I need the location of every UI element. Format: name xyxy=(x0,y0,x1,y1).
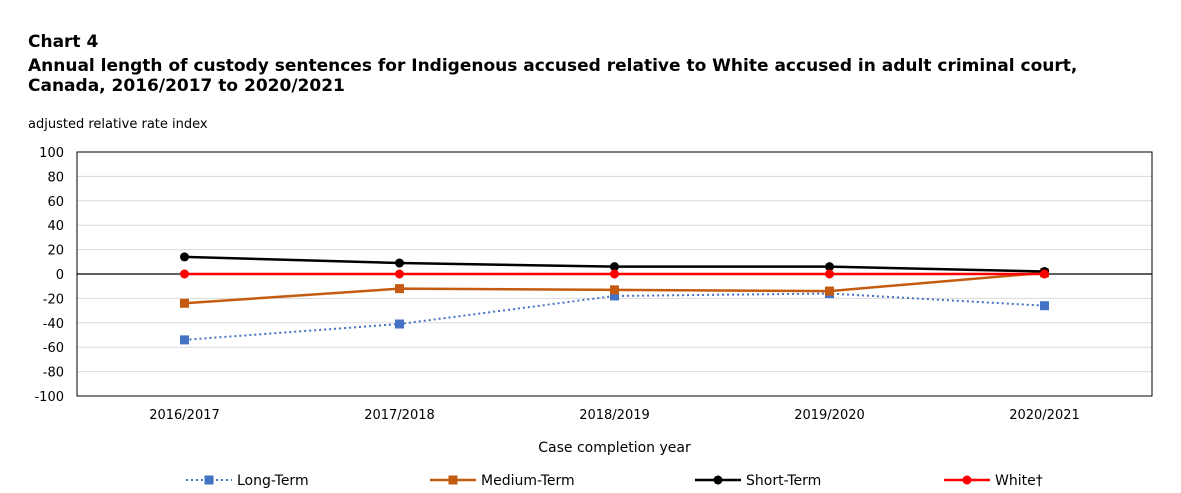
data-point-white xyxy=(180,269,189,279)
data-point-white xyxy=(610,269,619,279)
y-tick-label: 80 xyxy=(47,170,64,185)
y-tick-label: 100 xyxy=(39,146,64,161)
chart-title: Annual length of custody sentences for I… xyxy=(28,56,1078,96)
x-tick-label: 2018/2019 xyxy=(579,408,650,423)
data-point-white xyxy=(1040,269,1049,279)
data-point-medium-term xyxy=(825,286,834,296)
legend: Long-Term Medium-Term Short-Term White† xyxy=(186,473,1043,489)
legend-item-white: White† xyxy=(944,473,1043,489)
legend-item-short-term: Short-Term xyxy=(695,473,821,489)
legend-marker xyxy=(448,475,458,485)
data-point-long-term xyxy=(395,319,404,329)
data-point-short-term xyxy=(180,252,189,262)
legend-label: Medium-Term xyxy=(481,473,575,489)
data-point-short-term xyxy=(610,262,619,272)
series-markers xyxy=(180,252,1049,345)
legend-marker xyxy=(713,475,723,485)
x-tick-label: 2019/2020 xyxy=(794,408,865,423)
data-point-medium-term xyxy=(610,285,619,295)
y-tick-label: 60 xyxy=(47,195,64,210)
legend-item-medium-term: Medium-Term xyxy=(430,473,575,489)
data-point-long-term xyxy=(610,291,619,301)
y-tick-label: 20 xyxy=(47,244,64,259)
y-tick-label: -20 xyxy=(43,292,64,307)
y-tick-label: -40 xyxy=(43,317,64,332)
legend-item-long-term: Long-Term xyxy=(186,473,309,489)
data-point-white xyxy=(395,269,404,279)
legend-label: Short-Term xyxy=(746,473,821,489)
x-tick-labels: 2016/2017 2017/2018 2018/2019 2019/2020 2020… xyxy=(149,408,1080,423)
data-point-medium-term xyxy=(395,284,404,294)
y-tick-label: -80 xyxy=(43,366,64,381)
series-line-long-term xyxy=(184,292,1045,341)
x-tick-label: 2016/2017 xyxy=(149,408,220,423)
legend-label: Long-Term xyxy=(237,473,309,489)
y-tick-label: 40 xyxy=(47,219,64,234)
data-point-short-term xyxy=(825,262,834,272)
data-point-long-term xyxy=(180,335,189,345)
y-tick-labels: 100 80 60 40 20 0 -20 -40 -60 -80 -100 xyxy=(34,146,64,405)
data-point-white xyxy=(825,269,834,279)
plot-frame xyxy=(76,151,1153,397)
legend-marker xyxy=(962,475,972,485)
chart-number: Chart 4 xyxy=(28,32,99,52)
data-point-long-term xyxy=(1040,301,1049,311)
x-tick-label: 2017/2018 xyxy=(364,408,435,423)
y-tick-label: -60 xyxy=(43,341,64,356)
legend-marker xyxy=(204,475,214,485)
data-point-medium-term xyxy=(180,298,189,308)
y-tick-label: -100 xyxy=(34,390,64,405)
y-axis-label: adjusted relative rate index xyxy=(28,117,208,132)
x-tick-label: 2020/2021 xyxy=(1009,408,1080,423)
x-axis-title: Case completion year xyxy=(538,440,691,456)
legend-label: White† xyxy=(995,473,1043,489)
y-tick-label: 0 xyxy=(56,268,64,283)
data-point-short-term xyxy=(395,258,404,268)
